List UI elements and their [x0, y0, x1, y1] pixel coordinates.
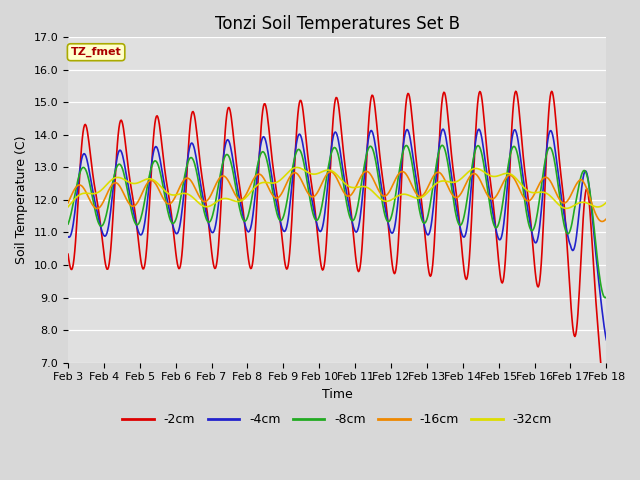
Text: TZ_fmet: TZ_fmet [70, 47, 122, 57]
X-axis label: Time: Time [322, 388, 353, 401]
Title: Tonzi Soil Temperatures Set B: Tonzi Soil Temperatures Set B [214, 15, 460, 33]
Legend: -2cm, -4cm, -8cm, -16cm, -32cm: -2cm, -4cm, -8cm, -16cm, -32cm [117, 408, 557, 431]
Y-axis label: Soil Temperature (C): Soil Temperature (C) [15, 136, 28, 264]
